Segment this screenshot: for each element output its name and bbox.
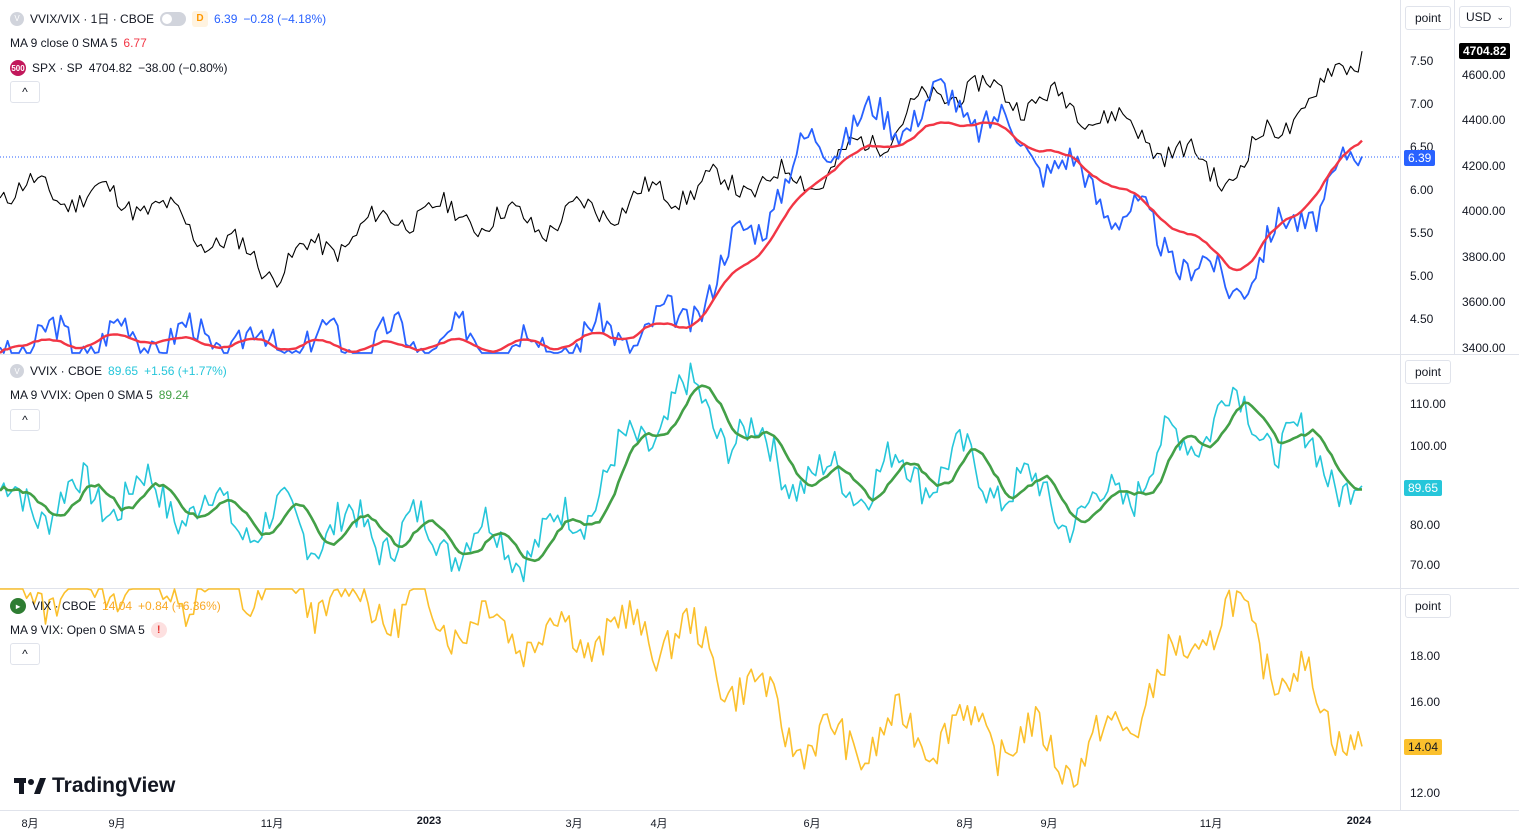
- ratio-tick-label: 6.00: [1410, 183, 1434, 197]
- time-tick-label: 8月: [956, 818, 974, 830]
- vvix-tick-label: 110.00: [1410, 397, 1446, 411]
- chevron-down-icon: ⌄: [1496, 11, 1504, 22]
- error-icon[interactable]: !: [150, 622, 167, 638]
- time-axis-top-border: [0, 810, 1519, 811]
- vix-line[interactable]: [0, 588, 1363, 788]
- vvix-tick-label: 100.00: [1410, 439, 1447, 453]
- vix-symbol: VIX · CBOE: [32, 599, 97, 613]
- ratio-ma-line[interactable]: [0, 121, 1363, 354]
- time-tick-label: 6月: [803, 818, 821, 830]
- ratio-price-tag: 6.39: [1404, 150, 1436, 166]
- time-tick-label: 8月: [21, 818, 39, 830]
- price-axis-border-2: [1454, 0, 1455, 354]
- spx-tick-label: 3800.00: [1462, 250, 1506, 264]
- main-symbol[interactable]: VVIX/VIX · 1日 · CBOE: [30, 12, 155, 26]
- vix-ma-legend[interactable]: MA 9 VIX: Open 0 SMA 5 !: [10, 622, 167, 638]
- vvix-tick-label: 70.00: [1410, 558, 1441, 572]
- spx-tick-label: 4200.00: [1462, 159, 1506, 173]
- currency-label: USD: [1466, 10, 1492, 24]
- vix-ma-label: MA 9 VIX: Open 0 SMA 5: [10, 623, 145, 637]
- tradingview-logo[interactable]: TradingView: [14, 774, 175, 798]
- collapse-legend-button-vvix[interactable]: ^: [10, 409, 40, 431]
- spx-logo-icon: 500: [10, 60, 26, 76]
- tradingview-logo-text: TradingView: [52, 774, 176, 797]
- spx-tick-label: 3600.00: [1462, 295, 1506, 309]
- spx-line[interactable]: [0, 51, 1363, 288]
- ratio-line[interactable]: [0, 78, 1363, 354]
- main-ma-value: 6.77: [123, 36, 147, 50]
- vix-price-tag: 14.04: [1404, 739, 1443, 755]
- spx-tick-label: 3400.00: [1462, 341, 1506, 355]
- point-scale-button-vix[interactable]: point: [1405, 594, 1451, 618]
- time-tick-label: 2024: [1346, 815, 1372, 827]
- vvix-ma-line[interactable]: [0, 384, 1363, 563]
- vix-logo-icon: ▸: [10, 598, 26, 614]
- vix-tick-label: 12.00: [1410, 786, 1441, 800]
- currency-button[interactable]: USD ⌄: [1459, 6, 1511, 28]
- main-ma-label: MA 9 close 0 SMA 5: [10, 36, 118, 50]
- spx-change: −38.00 (−0.80%): [138, 61, 228, 75]
- vix-tick-label: 18.00: [1410, 649, 1441, 663]
- spx-label: SPX · SP: [32, 61, 83, 75]
- vix-change: +0.84 (+6.36%): [138, 599, 221, 613]
- point-scale-button-vvix[interactable]: point: [1405, 360, 1451, 384]
- tradingview-logo-icon: [14, 778, 46, 794]
- vvix-ma-label: MA 9 VVIX: Open 0 SMA 5: [10, 388, 153, 402]
- spx-tick-label: 4400.00: [1462, 113, 1506, 127]
- chevron-up-icon: ^: [22, 647, 28, 661]
- spx-tick-label: 4600.00: [1462, 68, 1506, 82]
- main-value: 6.39: [214, 11, 238, 26]
- vvix-symbol: VVIX · CBOE: [30, 364, 103, 378]
- vix-value: 14.04: [102, 599, 133, 613]
- vvix-logo-icon: V: [10, 364, 24, 378]
- price-axis-border: [1400, 0, 1401, 810]
- vvix-ma-value: 89.24: [158, 388, 189, 402]
- vvix-change: +1.56 (+1.77%): [144, 364, 227, 378]
- ratio-tick-label: 5.00: [1410, 269, 1434, 283]
- vvix-legend[interactable]: V VVIX · CBOE 89.65 +1.56 (+1.77%): [10, 364, 227, 378]
- main-ma-legend[interactable]: MA 9 close 0 SMA 5 6.77: [10, 36, 147, 50]
- time-tick-label: 3月: [565, 818, 583, 830]
- vvix-value: 89.65: [108, 364, 139, 378]
- spx-value: 4704.82: [88, 61, 133, 75]
- collapse-legend-button-vix[interactable]: ^: [10, 643, 40, 665]
- chevron-up-icon: ^: [22, 85, 28, 99]
- vvix-tick-label: 80.00: [1410, 518, 1441, 532]
- vix-tick-label: 16.00: [1410, 695, 1441, 709]
- vix-legend[interactable]: ▸ VIX · CBOE 14.04 +0.84 (+6.36%): [10, 598, 221, 614]
- vvix-ma-legend[interactable]: MA 9 VVIX: Open 0 SMA 5 89.24: [10, 388, 189, 402]
- spx-price-tag: 4704.82: [1459, 43, 1511, 59]
- interval-badge[interactable]: D: [192, 10, 209, 27]
- time-tick-label: 11月: [1199, 818, 1223, 830]
- ratio-tick-label: 7.00: [1410, 97, 1434, 111]
- time-tick-label: 2023: [416, 815, 442, 827]
- time-tick-label: 9月: [1040, 818, 1058, 830]
- vvix-price-tag: 89.65: [1404, 480, 1443, 496]
- spx-tick-label: 4000.00: [1462, 204, 1506, 218]
- vvix-line[interactable]: [0, 362, 1363, 583]
- main-legend: V VVIX/VIX · 1日 · CBOE D 6.39 −0.28 (−4.…: [10, 10, 326, 27]
- symbol-logo-icon: V: [10, 11, 24, 26]
- pane-separator-1[interactable]: [0, 354, 1519, 355]
- spx-legend[interactable]: 500 SPX · SP 4704.82 −38.00 (−0.80%): [10, 60, 227, 76]
- point-scale-button-main[interactable]: point: [1405, 6, 1451, 30]
- chart-canvas[interactable]: [0, 0, 1400, 810]
- collapse-legend-button-main[interactable]: ^: [10, 81, 40, 103]
- visibility-toggle-icon[interactable]: [160, 11, 187, 26]
- ratio-tick-label: 4.50: [1410, 312, 1434, 326]
- chevron-up-icon: ^: [22, 413, 28, 427]
- ratio-tick-label: 7.50: [1410, 54, 1434, 68]
- time-tick-label: 11月: [260, 818, 284, 830]
- pane-separator-2[interactable]: [0, 588, 1519, 589]
- time-tick-label: 9月: [108, 818, 126, 830]
- main-change: −0.28 (−4.18%): [243, 11, 327, 26]
- time-tick-label: 4月: [650, 818, 668, 830]
- ratio-tick-label: 5.50: [1410, 226, 1434, 240]
